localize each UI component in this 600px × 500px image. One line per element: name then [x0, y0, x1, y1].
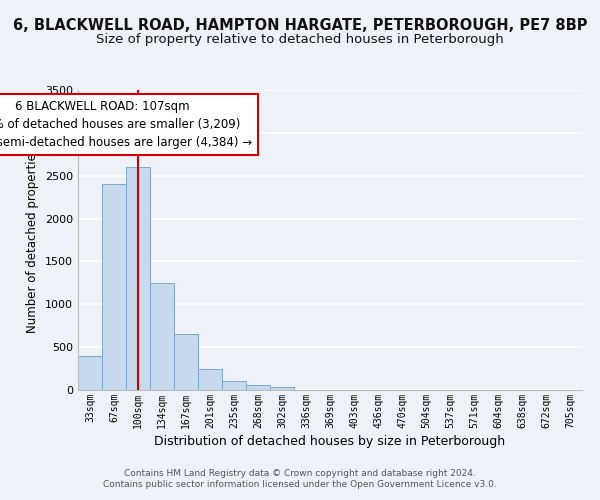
Y-axis label: Number of detached properties: Number of detached properties	[26, 147, 40, 333]
Text: Contains public sector information licensed under the Open Government Licence v3: Contains public sector information licen…	[103, 480, 497, 489]
Text: Contains HM Land Registry data © Crown copyright and database right 2024.: Contains HM Land Registry data © Crown c…	[124, 468, 476, 477]
Bar	[174, 334, 198, 390]
Bar	[222, 381, 246, 390]
Text: Size of property relative to detached houses in Peterborough: Size of property relative to detached ho…	[96, 32, 504, 46]
Bar	[270, 386, 294, 390]
Bar	[198, 368, 222, 390]
Bar	[102, 184, 126, 390]
Bar	[126, 167, 150, 390]
Text: 6, BLACKWELL ROAD, HAMPTON HARGATE, PETERBOROUGH, PE7 8BP: 6, BLACKWELL ROAD, HAMPTON HARGATE, PETE…	[13, 18, 587, 32]
Bar	[246, 386, 270, 390]
Text: 6 BLACKWELL ROAD: 107sqm
← 42% of detached houses are smaller (3,209)
57% of sem: 6 BLACKWELL ROAD: 107sqm ← 42% of detach…	[0, 100, 252, 150]
Bar	[150, 283, 174, 390]
X-axis label: Distribution of detached houses by size in Peterborough: Distribution of detached houses by size …	[154, 435, 506, 448]
Bar	[78, 356, 102, 390]
